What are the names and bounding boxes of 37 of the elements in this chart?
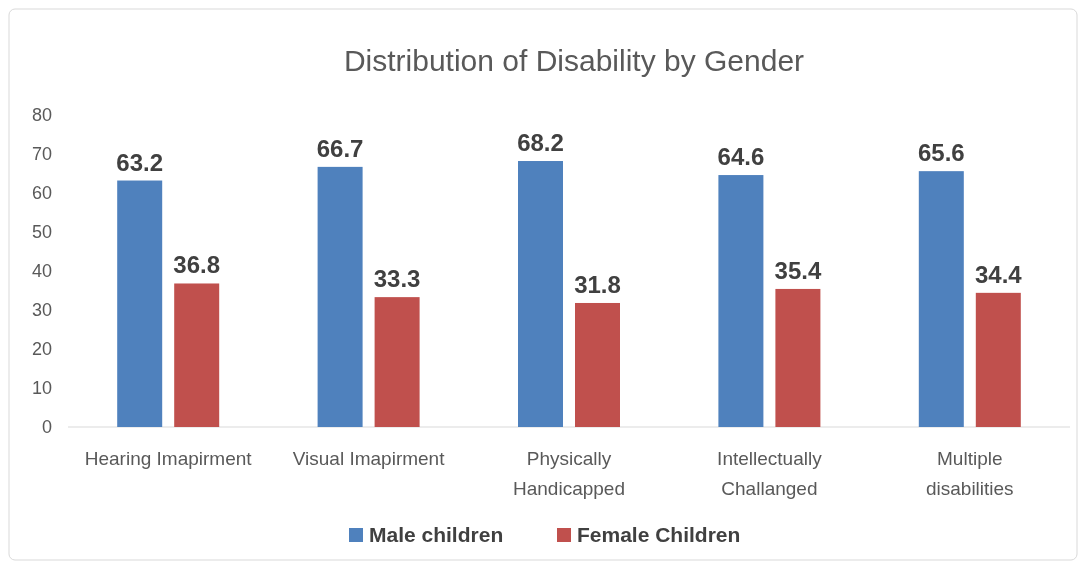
bar: [918, 171, 964, 427]
y-tick-label: 50: [31, 222, 52, 243]
data-label: 33.3: [373, 265, 421, 293]
y-tick-label: 20: [31, 339, 52, 360]
x-tick-label: Multiple disabilities: [925, 448, 1014, 499]
bar: [775, 288, 821, 427]
data-label: 35.4: [774, 256, 822, 284]
bar: [975, 292, 1021, 427]
data-label: 31.8: [574, 270, 621, 298]
bar: [575, 302, 620, 427]
data-label: 63.2: [116, 148, 164, 176]
data-label: 66.7: [316, 134, 364, 162]
data-label: 36.8: [173, 251, 221, 279]
data-label: 65.6: [917, 139, 965, 167]
data-label: 34.4: [974, 260, 1023, 288]
y-tick-label: 0: [41, 417, 52, 438]
legend-label: Male children: [369, 523, 504, 547]
x-tick-label: Visual Imapirment: [292, 448, 446, 469]
bar: [317, 166, 363, 427]
chart-title: Distribution of Disability by Gender: [343, 44, 805, 77]
y-tick-label: 40: [31, 261, 52, 282]
y-tick-label: 80: [31, 105, 52, 126]
y-tick-label: 10: [31, 378, 52, 399]
y-tick-label: 30: [31, 300, 52, 321]
x-tick-label: Hearing Imapirment: [84, 448, 253, 469]
bar: [174, 283, 220, 427]
y-tick-label: 70: [31, 144, 52, 165]
bar: [718, 175, 764, 427]
y-tick-label: 60: [31, 183, 52, 204]
bar: [117, 180, 163, 427]
bar: [374, 297, 420, 427]
bar: [518, 161, 563, 427]
data-label: 68.2: [517, 129, 564, 157]
legend-label: Female Children: [577, 523, 741, 547]
data-label: 64.6: [717, 143, 765, 171]
x-tick-label: Intellectually Challanged: [717, 448, 823, 499]
x-tick-label: Physically Handicapped: [513, 448, 625, 499]
